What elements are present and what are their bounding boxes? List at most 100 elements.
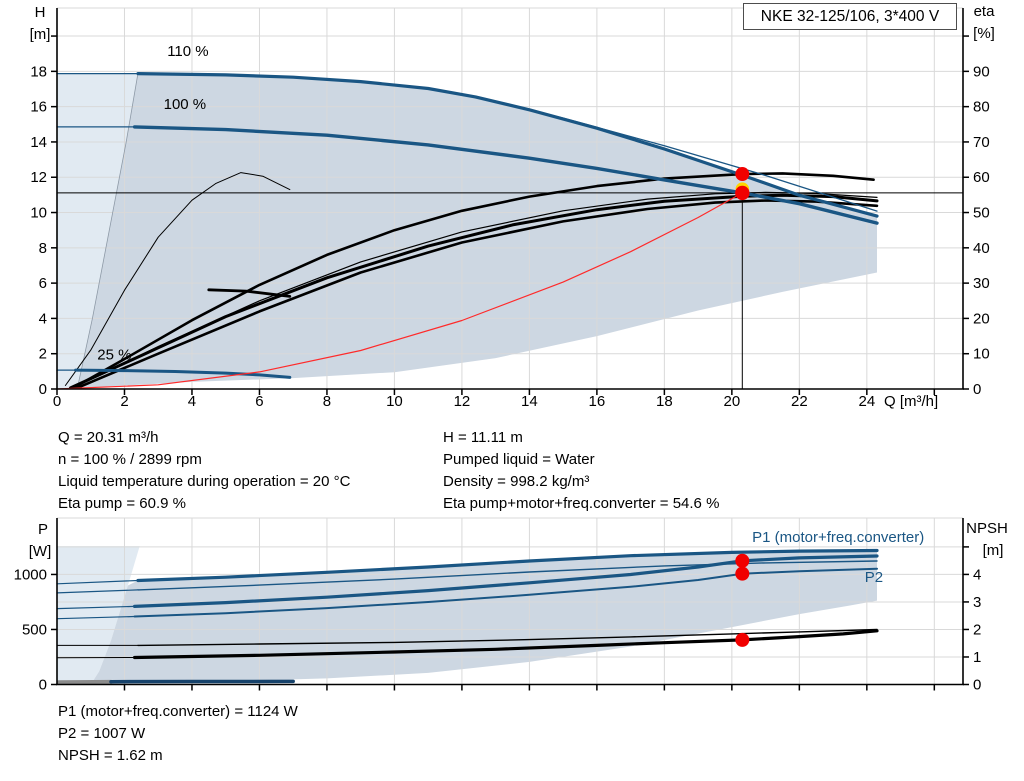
y-right-axis-title: eta <box>974 3 996 20</box>
label-25-percent: 25 % <box>97 347 131 364</box>
info-eta-pump: Eta pump = 60.9 % <box>58 495 186 512</box>
info-head: H = 11.11 m <box>443 429 523 446</box>
y-left-tick-label: 6 <box>39 275 47 292</box>
operating-point-info-right: H = 11.11 m Pumped liquid = Water Densit… <box>443 427 719 515</box>
info-npsh: NPSH = 1.62 m <box>58 747 163 764</box>
x-tick-label: 22 <box>791 393 808 410</box>
y-left-tick-label: 1000 <box>14 566 47 583</box>
info-p2: P2 = 1007 W <box>58 725 146 742</box>
y-right-tick-label: 30 <box>973 275 990 292</box>
y-right-tick-label: 40 <box>973 240 990 257</box>
duty-point-p2-marker <box>735 566 750 581</box>
p2-100-curve <box>133 567 878 618</box>
info-pumped-liquid: Pumped liquid = Water <box>443 451 595 468</box>
label-110-percent: 110 % <box>167 43 208 60</box>
y-right-tick-label: 70 <box>973 134 990 151</box>
y-right-tick-label: 90 <box>973 63 990 80</box>
x-tick-label: 12 <box>454 393 471 410</box>
duty-point-qh-marker <box>735 185 750 201</box>
operating-point-info-left: Q = 20.31 m³/h n = 100 % / 2899 rpm Liqu… <box>58 427 350 515</box>
npsh-110-curve <box>137 628 878 647</box>
y-left-axis-title: P <box>38 521 48 538</box>
p1-100-curve <box>133 554 879 609</box>
x-tick-label: 6 <box>255 393 263 410</box>
info-q: Q = 20.31 m³/h <box>58 429 159 446</box>
qh-100-curve <box>132 125 879 225</box>
y-left-tick-label: 0 <box>39 677 47 694</box>
y-left-axis-unit: [W] <box>29 543 52 560</box>
qh-25-curve <box>74 368 292 379</box>
x-tick-label: 24 <box>858 393 875 410</box>
y-left-tick-label: 10 <box>30 205 47 222</box>
duty-point-p1-marker <box>735 553 750 568</box>
y-right-tick-label: 0 <box>973 381 981 398</box>
power-npsh-info: P1 (motor+freq.converter) = 1124 W P2 = … <box>58 701 298 767</box>
y-left-tick-label: 16 <box>30 99 47 116</box>
pump-title-box: NKE 32-125/106, 3*400 V <box>743 3 957 30</box>
operating-envelope-power <box>90 550 877 685</box>
y-right-tick-label: 4 <box>973 566 981 583</box>
x-tick-label: 20 <box>724 393 741 410</box>
p1-100-lead <box>56 605 136 610</box>
label-100-percent: 100 % <box>164 96 207 113</box>
qh-eta-chart: 0 2 4 6 8 10 12 14 16 18 20 22 240246810121416180102… <box>30 3 996 410</box>
label-p1-curve: P1 (motor+freq.converter) <box>752 529 924 546</box>
y-right-axis-title: NPSH <box>966 520 1008 537</box>
info-eta-total: Eta pump+motor+freq.converter = 54.6 % <box>443 495 720 512</box>
info-liquid-temp: Liquid temperature during operation = 20… <box>58 473 351 490</box>
y-right-tick-label: 1 <box>973 649 981 666</box>
x-tick-label: 10 <box>386 393 403 410</box>
y-right-tick-label: 50 <box>973 205 990 222</box>
low-flow-region <box>57 73 138 389</box>
y-right-tick-label: 60 <box>973 169 990 186</box>
eta-total-curve-a <box>69 193 879 390</box>
power-npsh-chart: 0 500 1000 0 1 2 3 4 P [W] NPSH [m] P1 (motor+freq.c… <box>14 517 1008 694</box>
y-right-axis-unit: [m] <box>983 542 1004 559</box>
y-right-axis-unit: [%] <box>973 25 995 42</box>
duty-point-eta-marker <box>735 167 750 182</box>
x-tick-label: 2 <box>120 393 128 410</box>
y-left-tick-label: 18 <box>30 63 47 80</box>
p2-110-curve <box>137 560 878 591</box>
y-left-axis-unit: [m] <box>30 26 51 43</box>
y-right-tick-label: 10 <box>973 346 990 363</box>
envelope-edge-110 <box>474 95 878 212</box>
duty-point-npsh-marker <box>735 632 750 647</box>
eta-25-curve <box>64 172 291 386</box>
npsh-100-curve <box>133 629 879 660</box>
x-axis-title: Q [m³/h] <box>884 393 938 410</box>
y-right-tick-label: 0 <box>973 677 981 694</box>
x-tick-label: 16 <box>589 393 606 410</box>
y-left-tick-label: 4 <box>39 310 47 327</box>
y-left-tick-label: 500 <box>22 621 47 638</box>
y-left-tick-label: 0 <box>39 381 47 398</box>
y-left-tick-label: 14 <box>30 134 47 151</box>
y-left-tick-label: 2 <box>39 346 47 363</box>
info-p1: P1 (motor+freq.converter) = 1124 W <box>58 703 298 720</box>
system-curve <box>56 192 743 390</box>
x-tick-label: 14 <box>521 393 538 410</box>
x-tick-label: 8 <box>323 393 331 410</box>
y-left-tick-label: 8 <box>39 240 47 257</box>
y-left-tick-label: 12 <box>30 169 47 186</box>
x-tick-label: 4 <box>188 393 196 410</box>
label-p2-curve: P2 <box>865 569 883 586</box>
operating-envelope <box>77 73 877 389</box>
eta-pump-curve <box>72 172 875 389</box>
p2-110-lead <box>56 589 139 594</box>
info-density: Density = 998.2 kg/m³ <box>443 473 590 490</box>
y-right-tick-label: 2 <box>973 621 981 638</box>
y-right-tick-label: 80 <box>973 99 990 116</box>
p1-110-curve <box>136 548 879 583</box>
p2-100-lead <box>56 615 136 620</box>
x-tick-label: 18 <box>656 393 673 410</box>
x-tick-label: 0 <box>53 393 61 410</box>
info-speed: n = 100 % / 2899 rpm <box>58 451 202 468</box>
y-left-axis-title: H <box>35 4 46 21</box>
y-right-tick-label: 3 <box>973 594 981 611</box>
p1-110-lead <box>56 579 139 585</box>
y-right-tick-label: 20 <box>973 310 990 327</box>
min-flow-boundary <box>76 72 139 390</box>
